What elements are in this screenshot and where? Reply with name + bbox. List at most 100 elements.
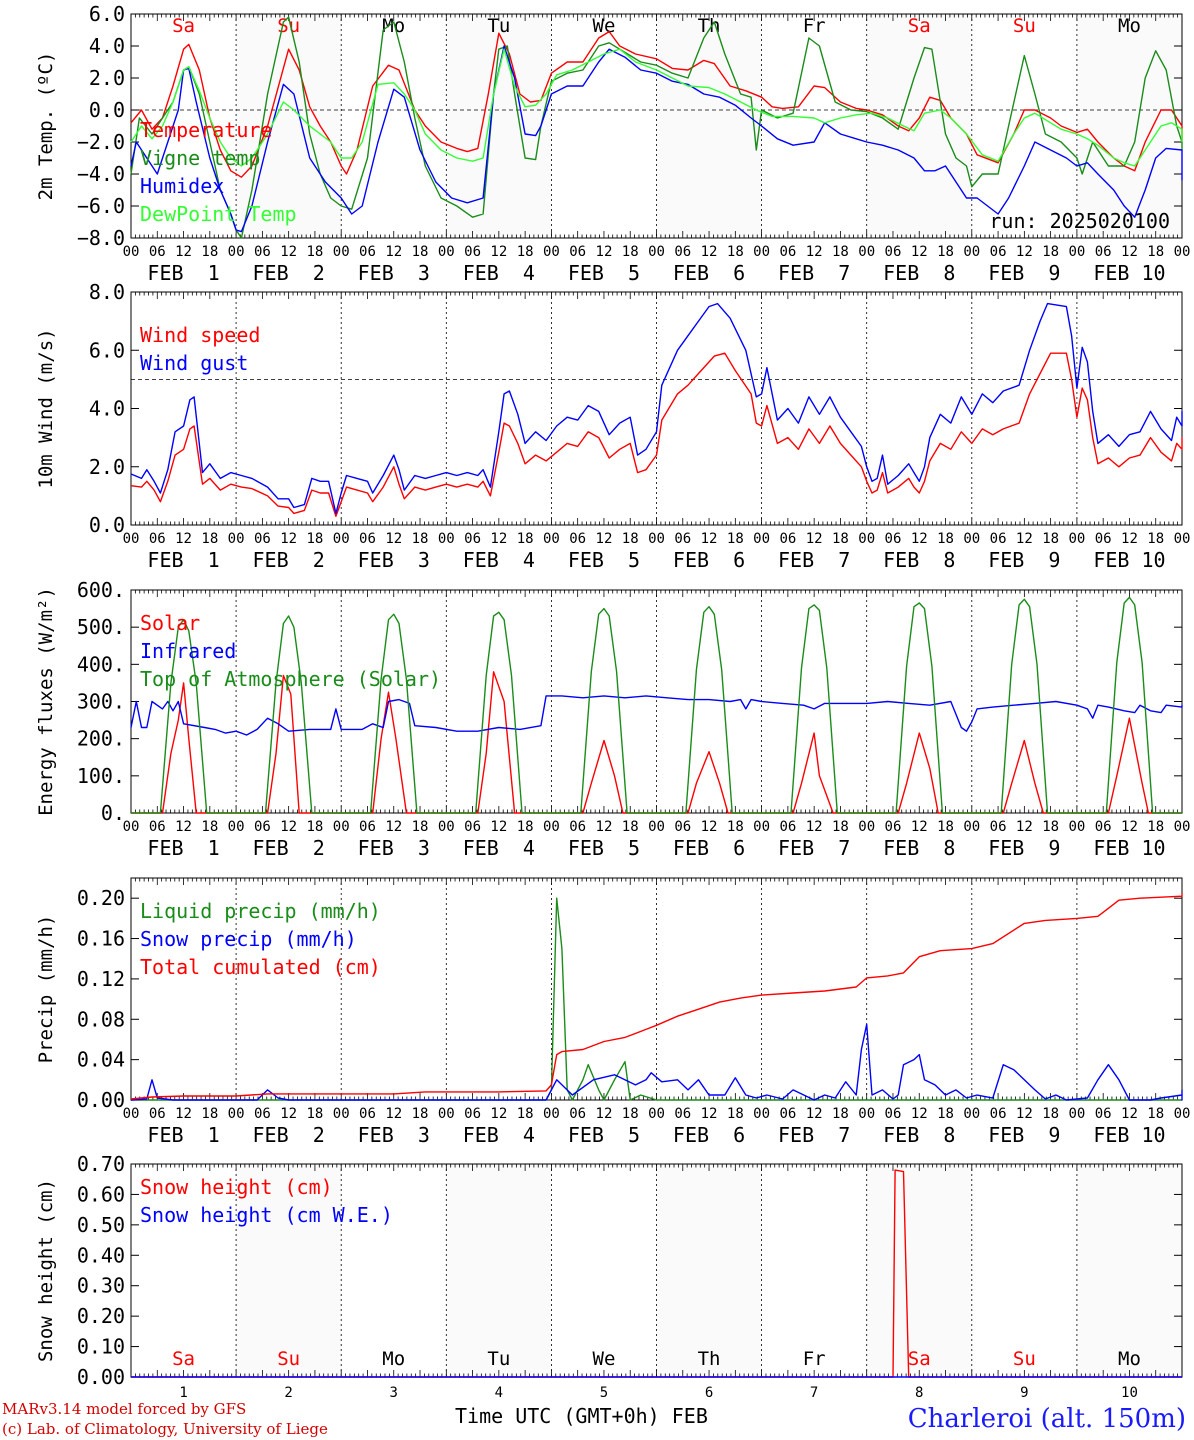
hour-tick-label: 06	[674, 819, 691, 835]
day-band	[446, 1164, 552, 1377]
hour-tick-label: 18	[412, 244, 429, 260]
hour-tick-label: 06	[1095, 1106, 1112, 1122]
hour-tick-label: 00	[1068, 819, 1085, 835]
hour-tick-label: 18	[306, 244, 323, 260]
weekday-label: We	[593, 15, 616, 37]
hour-tick-label: 12	[175, 819, 192, 835]
y-tick-label: 0.20	[77, 886, 125, 910]
weekday-label: We	[593, 1348, 616, 1370]
hour-tick-label: 18	[412, 819, 429, 835]
hour-tick-label: 12	[385, 244, 402, 260]
day-label: FEB 7	[778, 836, 850, 860]
hour-tick-label: 12	[490, 244, 507, 260]
hour-tick-label: 06	[779, 244, 796, 260]
hour-tick-label: 18	[201, 244, 218, 260]
day-label: FEB 2	[253, 836, 325, 860]
y-tick-label: 6.0	[89, 338, 125, 362]
day-band	[866, 14, 972, 238]
y-tick-label: 0.40	[77, 1243, 125, 1267]
hour-tick-label: 00	[963, 531, 980, 547]
hour-tick-label: 06	[149, 531, 166, 547]
legend-entry: Solar	[140, 611, 200, 635]
legend-entry: DewPoint Temp	[140, 202, 297, 226]
hour-tick-label: 00	[1068, 531, 1085, 547]
hour-tick-label: 18	[517, 244, 534, 260]
hour-tick-label: 18	[622, 531, 639, 547]
hour-tick-label: 18	[727, 1106, 744, 1122]
hour-tick-label: 18	[1147, 1106, 1164, 1122]
y-tick-label: 0.50	[77, 1213, 125, 1237]
hour-tick-label: 00	[543, 244, 560, 260]
hour-tick-label: 00	[438, 1106, 455, 1122]
day-number: 3	[390, 1385, 398, 1401]
legend-entry: Wind speed	[140, 323, 260, 347]
y-tick-label: 300.	[77, 690, 125, 714]
hour-tick-label: 18	[412, 1106, 429, 1122]
y-tick-label: 8.0	[89, 280, 125, 304]
hour-tick-label: 18	[1042, 531, 1059, 547]
hour-tick-label: 18	[622, 819, 639, 835]
hour-tick-label: 06	[779, 1106, 796, 1122]
hour-tick-label: 18	[727, 819, 744, 835]
series-line	[131, 897, 1182, 1101]
day-label: FEB 1	[147, 1123, 219, 1147]
day-label: FEB 3	[358, 548, 430, 572]
hour-tick-label: 00	[543, 819, 560, 835]
hour-tick-label: 00	[753, 244, 770, 260]
legend-entry: Humidex	[140, 174, 224, 198]
day-number: 2	[284, 1385, 292, 1401]
day-label: FEB 5	[568, 836, 640, 860]
hour-tick-label: 00	[228, 819, 245, 835]
hour-tick-label: 12	[701, 1106, 718, 1122]
day-label: FEB 8	[883, 548, 955, 572]
hour-tick-label: 06	[569, 1106, 586, 1122]
legend-entry: Vigne temp	[140, 146, 260, 170]
weekday-label: Su	[277, 15, 300, 37]
day-label: FEB 4	[463, 1123, 535, 1147]
hour-tick-label: 00	[1174, 1106, 1191, 1122]
day-band	[236, 1164, 342, 1377]
weekday-label: Mo	[1118, 15, 1141, 37]
hour-tick-label: 06	[885, 531, 902, 547]
y-tick-label: 0.60	[77, 1182, 125, 1206]
hour-tick-label: 00	[648, 819, 665, 835]
legend-entry: Temperature	[140, 118, 272, 142]
y-tick-label: 0.16	[77, 927, 125, 951]
hour-tick-label: 18	[937, 244, 954, 260]
hour-tick-label: 00	[963, 1106, 980, 1122]
hour-tick-label: 12	[596, 531, 613, 547]
legend-entry: Snow height (cm)	[140, 1175, 333, 1199]
hour-tick-label: 12	[911, 1106, 928, 1122]
hour-tick-label: 00	[648, 244, 665, 260]
hour-tick-label: 12	[175, 244, 192, 260]
hour-tick-label: 12	[1121, 1106, 1138, 1122]
legend-entry: Snow precip (mm/h)	[140, 927, 357, 951]
station-title: Charleroi (alt. 150m)	[907, 1404, 1186, 1434]
y-tick-label: −6.0	[77, 194, 125, 218]
y-tick-label: 4.0	[89, 397, 125, 421]
hour-tick-label: 00	[858, 244, 875, 260]
day-label: FEB 8	[883, 836, 955, 860]
lab-credit: (c) Lab. of Climatology, University of L…	[2, 1420, 328, 1438]
day-label: FEB 2	[253, 261, 325, 285]
hour-tick-label: 12	[280, 244, 297, 260]
day-label: FEB 4	[463, 836, 535, 860]
hour-tick-label: 12	[806, 819, 823, 835]
day-band	[656, 14, 762, 238]
hour-tick-label: 06	[254, 1106, 271, 1122]
legend-entry: Total cumulated (cm)	[140, 955, 381, 979]
y-tick-label: 0.00	[77, 1365, 125, 1389]
y-tick-label: 2.0	[89, 455, 125, 479]
hour-tick-label: 00	[438, 244, 455, 260]
x-axis-title: Time UTC (GMT+0h) FEB	[455, 1404, 708, 1428]
hour-tick-label: 18	[832, 531, 849, 547]
hour-tick-label: 00	[438, 531, 455, 547]
hour-tick-label: 18	[727, 244, 744, 260]
weekday-label: Sa	[172, 15, 195, 37]
hour-tick-label: 06	[464, 819, 481, 835]
hour-tick-label: 06	[149, 244, 166, 260]
hour-tick-label: 18	[517, 531, 534, 547]
hour-tick-label: 00	[123, 819, 140, 835]
day-label: FEB 6	[673, 1123, 745, 1147]
